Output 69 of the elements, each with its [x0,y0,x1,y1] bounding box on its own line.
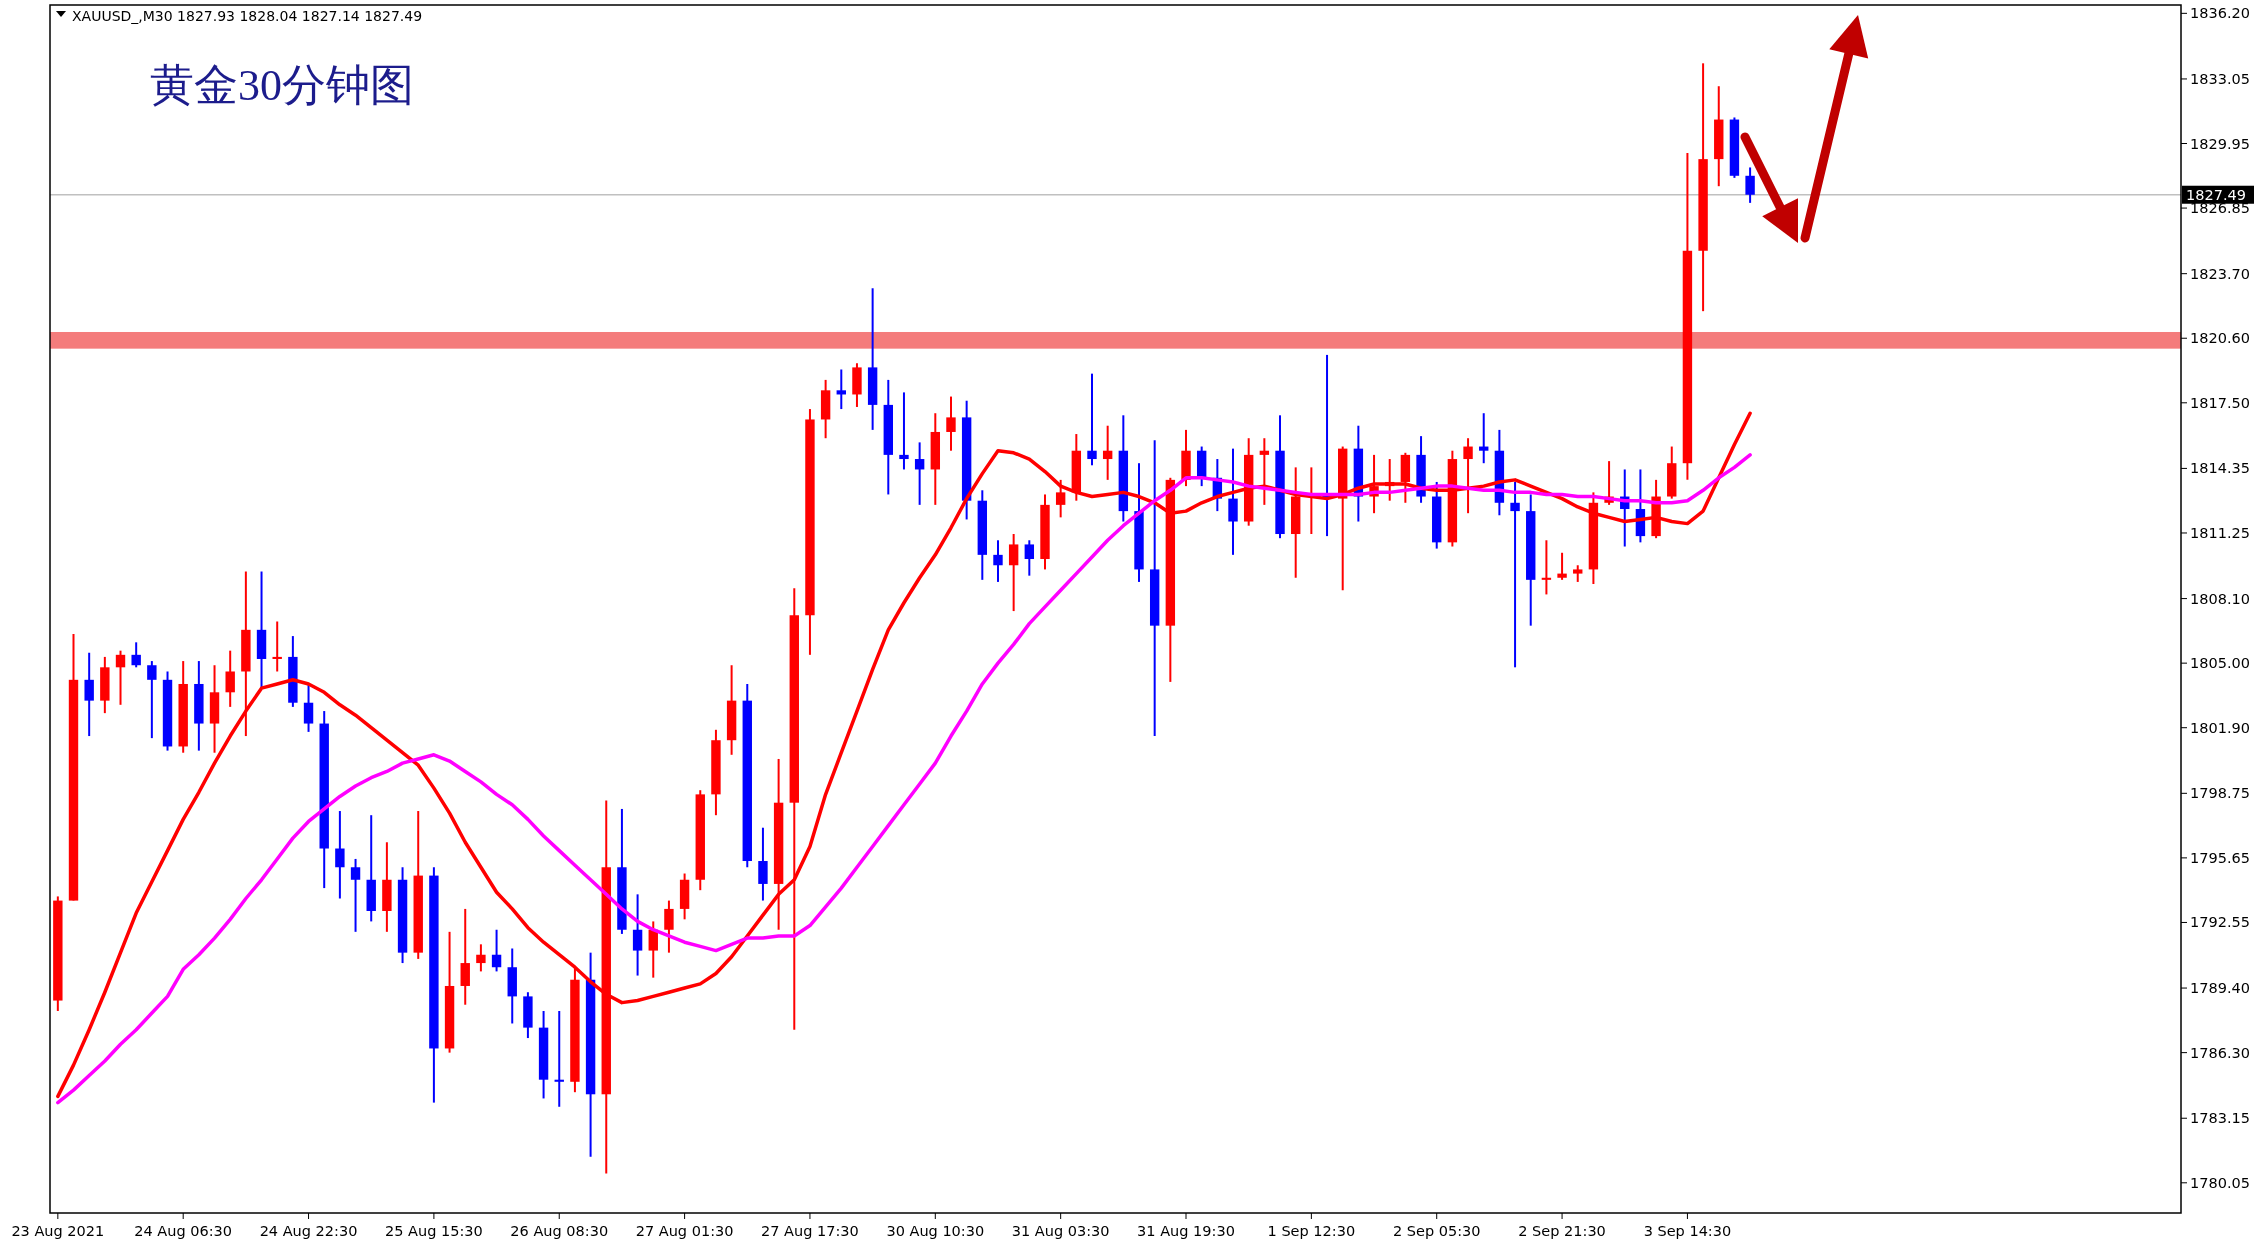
candlestick [632,893,643,977]
candlestick [899,391,909,471]
y-tick-label: 1783.15 [2190,1110,2250,1127]
candlestick [1463,437,1473,515]
candlestick [115,649,126,706]
candlestick [758,826,768,902]
candlestick [147,660,157,740]
x-tick-label: 23 Aug 2021 [11,1223,105,1239]
ref-line-label: 1827.49 [2186,186,2246,203]
candlestick [491,928,502,973]
candlestick [1745,166,1755,204]
y-tick-label: 1801.90 [2190,719,2250,736]
x-tick-label: 31 Aug 19:30 [1137,1223,1235,1239]
x-tick-label: 26 Aug 08:30 [510,1223,609,1239]
y-tick-label: 1798.75 [2190,785,2250,802]
candlestick [946,395,956,452]
y-tick-label: 1833.05 [2190,70,2250,87]
candlestick [1228,447,1238,556]
candlestick [84,651,94,738]
candlestick [335,810,345,900]
annotation: XAUUSD_,M30 1827.93 1828.04 1827.14 1827.49 [72,8,423,24]
candlestick [225,649,235,708]
y-tick-label: 1786.30 [2190,1044,2250,1061]
candlestick [914,441,925,506]
y-tick-label: 1805.00 [2190,655,2250,672]
y-tick-label: 1811.25 [2190,524,2250,541]
x-tick-label: 3 Sep 14:30 [1643,1223,1732,1239]
x-tick-label: 2 Sep 21:30 [1518,1223,1606,1239]
y-tick-label: 1829.95 [2190,135,2250,152]
candlestick [1055,478,1066,519]
y-tick-label: 1808.10 [2190,590,2250,607]
x-tick-label: 30 Aug 10:30 [886,1223,985,1239]
y-tick-label: 1792.55 [2190,914,2250,931]
x-tick-label: 25 Aug 15:30 [385,1223,483,1239]
candlestick [1557,551,1567,581]
x-tick-label: 27 Aug 01:30 [635,1223,734,1239]
x-tick-label: 24 Aug 22:30 [259,1223,358,1239]
candlestick [1102,424,1113,481]
text: 黄金30分钟图 [150,61,414,110]
candlestick [1008,533,1019,613]
candlestick [272,620,282,673]
candlestick [1479,412,1489,465]
y-tick-label: 1826.85 [2190,200,2250,217]
candlestick [350,857,361,933]
candlestick [664,899,674,954]
y-tick-label: 1823.70 [2190,265,2250,282]
candlestick [1259,437,1270,506]
x-tick-label: 27 Aug 17:30 [761,1223,859,1239]
candlestick [460,907,470,1006]
y-tick-label: 1836.20 [2190,5,2250,22]
candlestick [1087,372,1097,467]
candlestick [1024,539,1035,577]
y-tick-label: 1789.40 [2190,980,2250,997]
candlestick [1510,480,1520,669]
candlestick [836,368,846,411]
x-tick-label: 31 Aug 03:30 [1011,1223,1110,1239]
candlestick [554,1009,564,1108]
x-tick-label: 1 Sep 12:30 [1267,1223,1356,1239]
y-tick-label: 1820.60 [2190,330,2250,347]
y-tick-label: 1795.65 [2190,849,2250,866]
y-tick-label: 1780.05 [2190,1174,2250,1191]
x-tick-label: 24 Aug 06:30 [134,1223,233,1239]
candlestick [1541,539,1552,596]
candlestick [476,943,486,973]
candlestick [131,641,141,669]
x-tick-label: 2 Sep 05:30 [1392,1223,1481,1239]
y-tick-label: 1814.35 [2190,460,2250,477]
y-tick-label: 1817.50 [2190,394,2250,411]
candlestick [993,539,1003,583]
